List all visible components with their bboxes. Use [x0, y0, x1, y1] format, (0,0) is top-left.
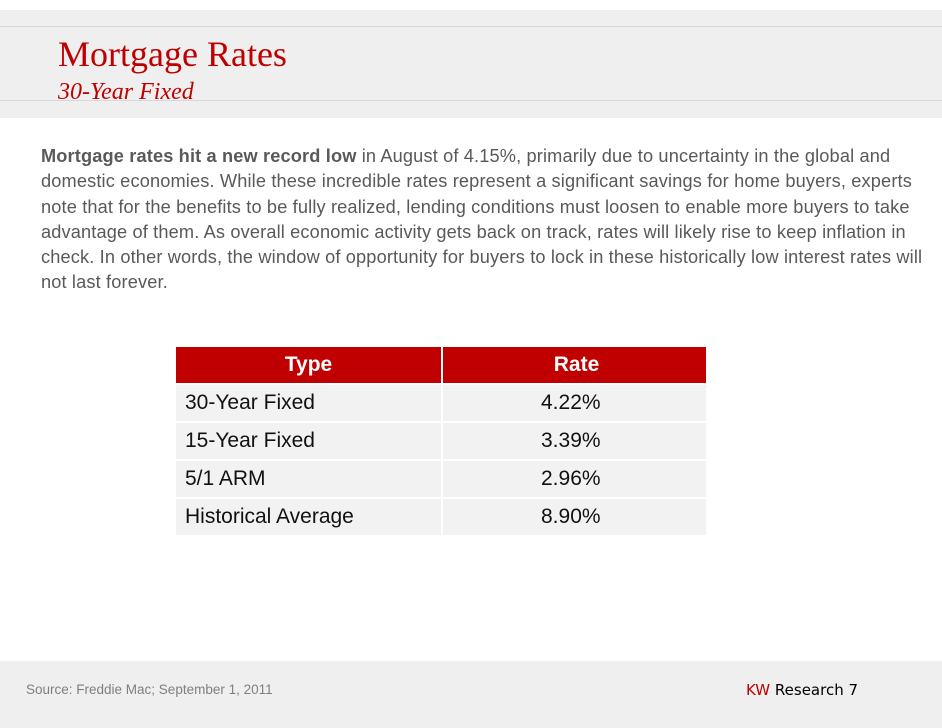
table-row: 15-Year Fixed 3.39%	[176, 423, 706, 461]
rate-cell: 3.39%	[443, 423, 706, 461]
brand-page-label: Research 7	[770, 681, 859, 699]
footer-band	[0, 661, 942, 728]
type-cell: Historical Average	[176, 499, 443, 537]
source-note: Source: Freddie Mac; September 1, 2011	[26, 682, 273, 697]
header-type: Type	[176, 347, 443, 385]
rate-cell: 8.90%	[443, 499, 706, 537]
header-rate-label: Rate	[553, 353, 600, 376]
type-cell: 15-Year Fixed	[176, 423, 443, 461]
page-title: Mortgage Rates	[58, 34, 287, 74]
type-cell: 30-Year Fixed	[176, 385, 443, 423]
table-header-row: Type Rate	[176, 347, 706, 385]
rate-cell: 2.96%	[443, 461, 706, 499]
header-rate: Rate	[443, 347, 706, 385]
footer-brand: KW Research 7	[746, 681, 858, 699]
page-subtitle: 30-Year Fixed	[58, 79, 194, 105]
type-cell: 5/1 ARM	[176, 461, 443, 499]
rates-table: Type Rate 30-Year Fixed 4.22% 15-Year Fi…	[176, 347, 706, 537]
table-row: Historical Average 8.90%	[176, 499, 706, 537]
rate-cell: 4.22%	[443, 385, 706, 423]
header-rule-bottom	[0, 100, 942, 101]
intro-text: in August of 4.15%, primarily due to unc…	[41, 146, 923, 293]
intro-paragraph: Mortgage rates hit a new record low in A…	[41, 144, 926, 296]
intro-bold-lead: Mortgage rates hit a new record low	[41, 146, 357, 166]
brand-kw: KW	[746, 681, 771, 699]
table-row: 30-Year Fixed 4.22%	[176, 385, 706, 423]
header-rule-top	[0, 26, 942, 27]
table-row: 5/1 ARM 2.96%	[176, 461, 706, 499]
